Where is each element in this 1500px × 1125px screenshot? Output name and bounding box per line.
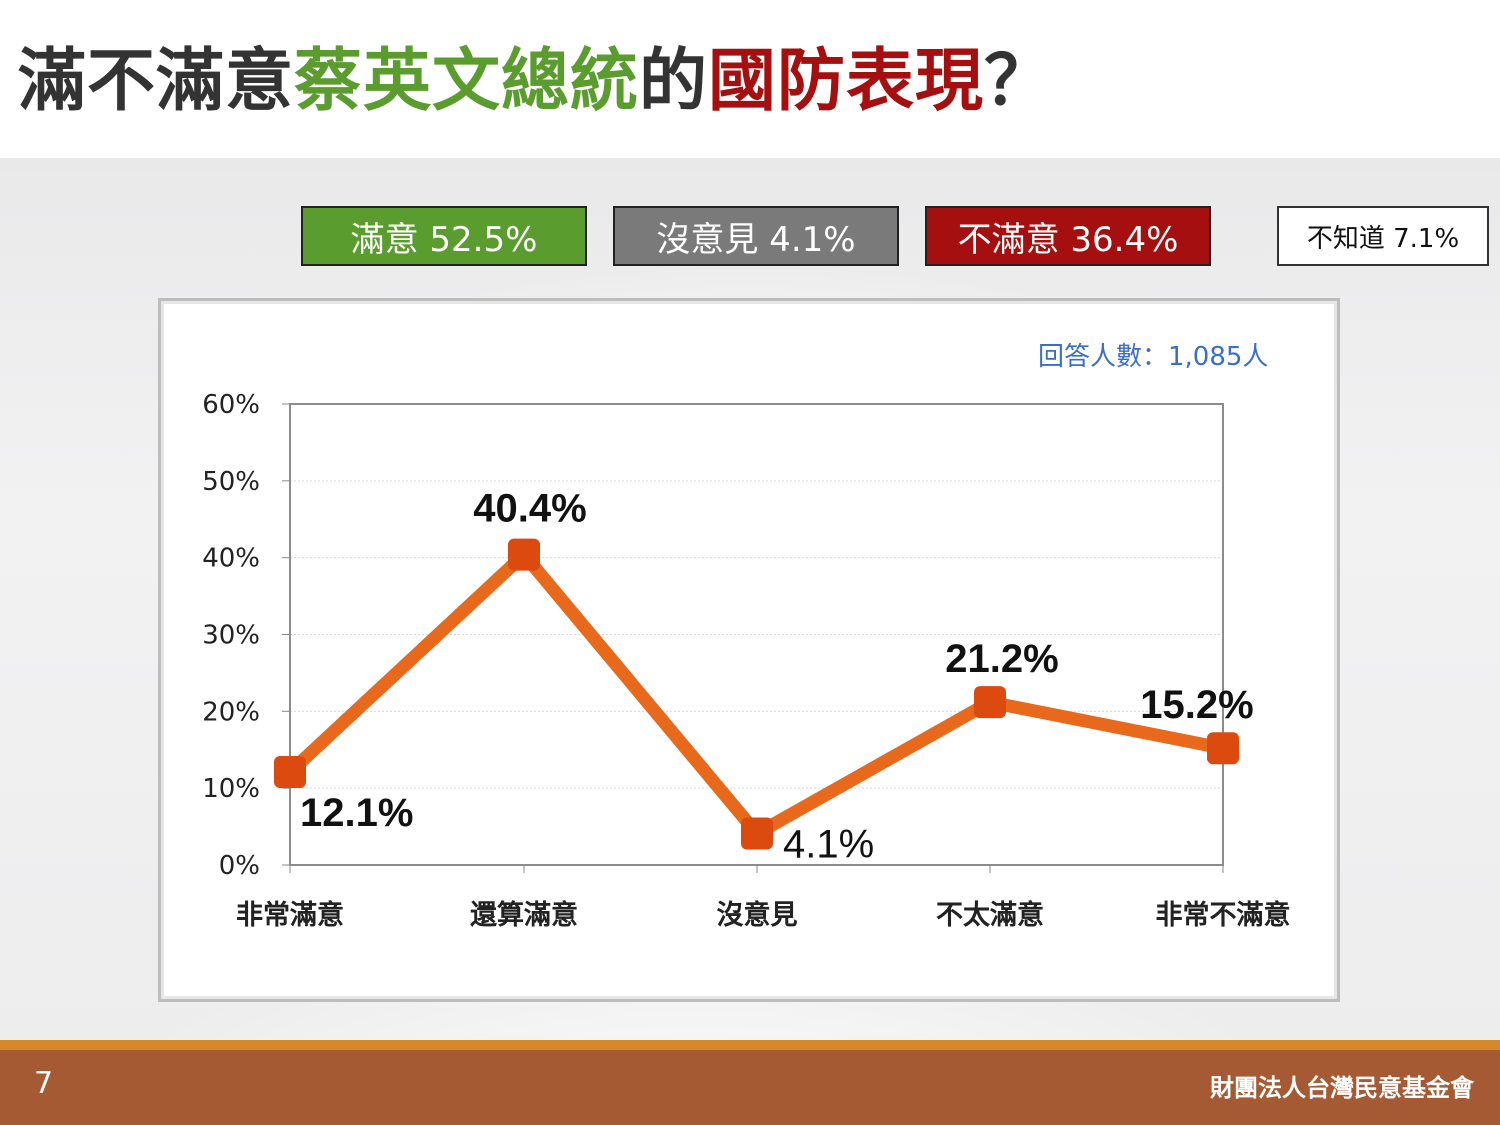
y-tick-label: 60%	[202, 390, 260, 420]
data-label: 21.2%	[945, 637, 1058, 681]
data-point-marker	[274, 756, 306, 789]
title-part-5: ？	[984, 42, 1054, 121]
x-tick-label: 非常不滿意	[1156, 899, 1291, 931]
line-chart: 0% 10% 20% 30% 40% 50% 60% 非常滿意 還算滿意 沒意見 不太滿意 非常不滿意…	[202, 390, 1291, 931]
title-part-1: 滿不滿意	[18, 42, 295, 121]
x-tick-label: 非常滿意	[236, 899, 344, 931]
y-tick-label: 50%	[202, 467, 260, 497]
series-line	[283, 548, 1230, 840]
title-part-2: 蔡英文總統	[294, 42, 640, 121]
page-title: 滿不滿意蔡英文總統的國防表現？	[18, 40, 1053, 124]
footer	[0, 1050, 1500, 1125]
y-tick-label: 0%	[219, 851, 260, 881]
organization-name: 財團法人台灣民意基金會	[1210, 1074, 1474, 1102]
x-tick-label: 沒意見	[717, 899, 798, 931]
data-label: 15.2%	[1140, 683, 1253, 727]
chart-frame	[158, 298, 1340, 1002]
page-number: 7	[34, 1066, 54, 1101]
data-label: 40.4%	[473, 487, 586, 531]
data-point-marker	[741, 817, 773, 850]
data-point-marker	[974, 686, 1006, 719]
y-tick-label: 20%	[202, 697, 260, 727]
y-tick-label: 10%	[202, 774, 260, 804]
x-tick-label: 不太滿意	[936, 899, 1044, 931]
data-label: 12.1%	[300, 791, 413, 835]
summary-satisfied-box: 滿意 52.5%	[301, 206, 587, 266]
y-tick-label: 40%	[202, 544, 260, 574]
respondent-count: 回答人數：1,085人	[1038, 342, 1269, 372]
summary-no-opinion-box: 沒意見 4.1%	[613, 206, 899, 266]
data-point-marker	[1207, 732, 1239, 765]
y-tick-label: 30%	[202, 621, 260, 651]
summary-dissatisfied-box: 不滿意 36.4%	[925, 206, 1211, 266]
x-tick-label: 還算滿意	[470, 899, 578, 931]
data-label: 4.1%	[783, 822, 874, 866]
data-point-marker	[508, 538, 540, 571]
title-part-3: 的	[639, 42, 709, 121]
title-part-4: 國防表現	[708, 42, 985, 121]
footer-stripe	[0, 1040, 1500, 1050]
title-bar: 滿不滿意蔡英文總統的國防表現？	[0, 0, 1500, 158]
summary-dont-know-box: 不知道 7.1%	[1277, 206, 1489, 266]
